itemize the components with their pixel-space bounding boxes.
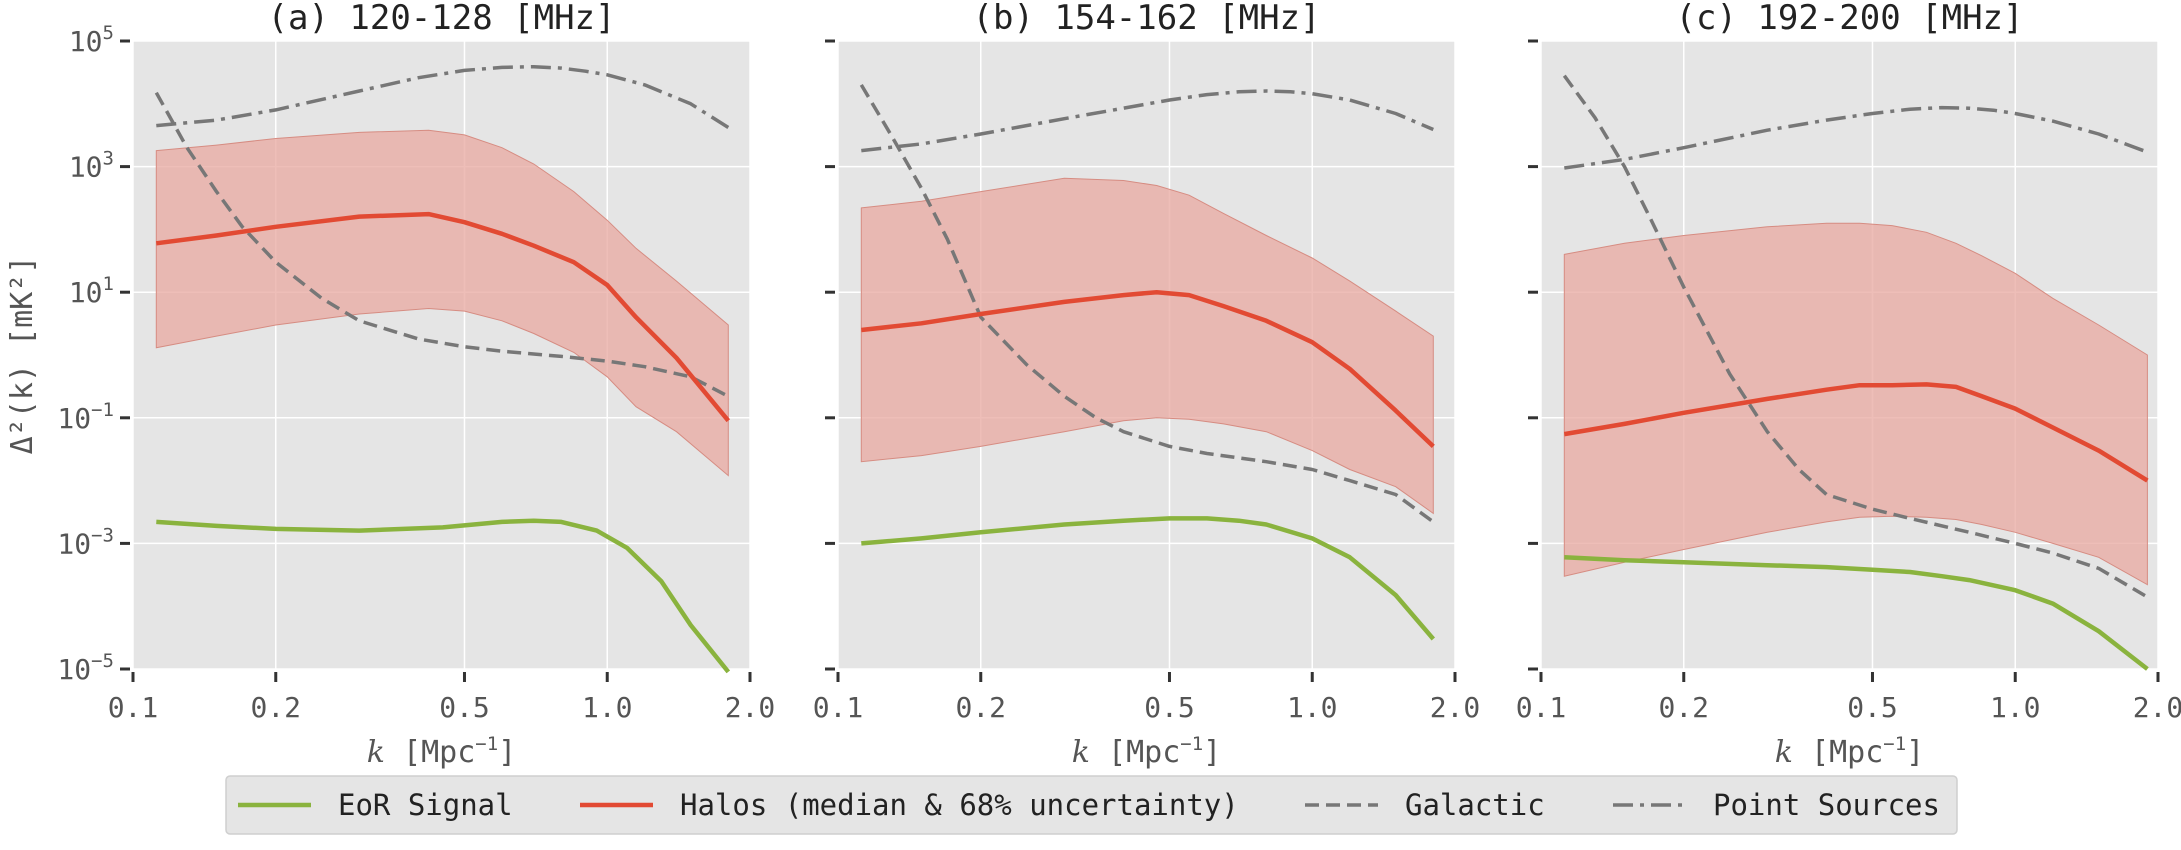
x-axis-label: k [Mpc−1] xyxy=(1072,733,1221,770)
x-tick-label: 0.5 xyxy=(439,691,490,724)
x-tick-label: 0.1 xyxy=(1516,691,1567,724)
x-tick-label: 0.1 xyxy=(813,691,864,724)
legend-label: Halos (median & 68% uncertainty) xyxy=(680,788,1239,822)
y-tick-label: 10−1 xyxy=(57,399,114,435)
x-tick-label: 2.0 xyxy=(1430,691,1481,724)
series-line-halos-median-uncertainty xyxy=(156,211,731,423)
panel-3: 0.1 0.2 0.5 1.0 2.0 (c) 192-200 [MHz] k [Mpc−1… xyxy=(1516,0,2181,770)
x-tick-label: 1.0 xyxy=(1287,691,1338,724)
halo-uncertainty-band xyxy=(860,177,1434,515)
series-line-halos-median-uncertainty xyxy=(861,289,1435,449)
series-line-galactic xyxy=(154,91,730,398)
x-tick-label: 0.5 xyxy=(1847,691,1898,724)
x-tick-label: 1.0 xyxy=(1990,691,2041,724)
x-tick-label: 0.2 xyxy=(1658,691,1709,724)
series-line-eor-signal xyxy=(1564,555,2149,671)
panel-title: (a) 120-128 [MHz] xyxy=(268,0,616,38)
series-line-eor-signal xyxy=(156,518,731,674)
panel-title: (b) 154-162 [MHz] xyxy=(973,0,1321,38)
y-tick-label: 10−3 xyxy=(57,524,114,560)
y-tick-label: 101 xyxy=(69,273,114,309)
halo-uncertainty-band xyxy=(155,129,729,477)
x-tick-label: 2.0 xyxy=(2133,691,2181,724)
legend-label: Galactic xyxy=(1405,788,1545,822)
series-line-halos-median-uncertainty xyxy=(1563,382,2149,483)
x-tick-label: 0.5 xyxy=(1144,691,1195,724)
series-line-galactic xyxy=(1562,74,2149,599)
panel-1: 10−5 10−3 10−1 101 103 105 0.1 0.2 0.5 1.0 2.0 (a) … xyxy=(5,0,775,770)
halo-uncertainty-band xyxy=(1563,222,2148,586)
series-line-eor-signal xyxy=(861,516,1436,641)
x-tick-label: 0.1 xyxy=(108,691,159,724)
series-line-galactic xyxy=(859,84,1435,524)
legend-box xyxy=(225,775,1958,835)
y-tick-label: 105 xyxy=(69,22,114,58)
x-tick-label: 2.0 xyxy=(725,691,776,724)
y-axis-label: Δ²(k) [mK²] xyxy=(5,256,40,455)
y-tick-label: 10−5 xyxy=(57,650,114,686)
panel-2: 0.1 0.2 0.5 1.0 2.0 (b) 154-162 [MHz] k [Mpc−1… xyxy=(813,0,1481,770)
x-tick-label: 0.2 xyxy=(250,691,301,724)
x-axis-label: k [Mpc−1] xyxy=(367,733,516,770)
x-tick-label: 0.2 xyxy=(955,691,1006,724)
x-tick-label: 1.0 xyxy=(582,691,633,724)
y-tick-label: 103 xyxy=(69,148,114,184)
panel-title: (c) 192-200 [MHz] xyxy=(1676,0,2024,38)
legend-label: Point Sources xyxy=(1713,788,1940,822)
legend-label: EoR Signal xyxy=(338,788,513,822)
legend: EoR Signal Halos (median & 68% uncertaint… xyxy=(225,775,1958,835)
x-axis-label: k [Mpc−1] xyxy=(1775,733,1924,770)
